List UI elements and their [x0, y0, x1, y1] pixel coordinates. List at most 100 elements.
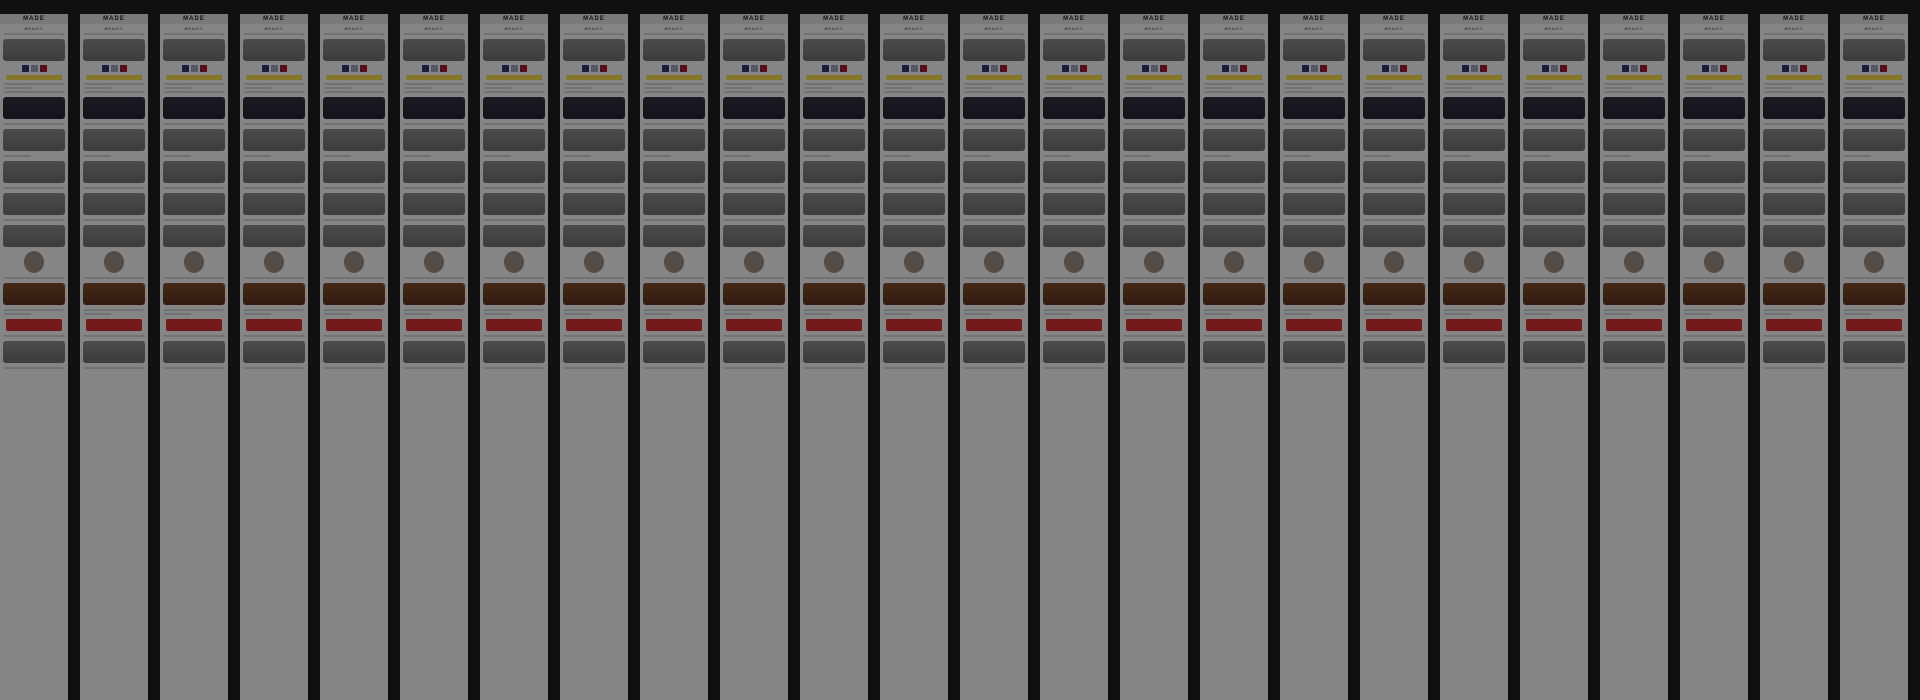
text-line — [4, 87, 32, 89]
product-image — [1763, 129, 1825, 151]
color-swatch — [190, 65, 198, 72]
text-line — [404, 87, 432, 89]
page-thumbnail-column: MADE BRADY — [1040, 14, 1108, 700]
product-image — [803, 193, 865, 215]
text-line — [884, 367, 944, 369]
text-line — [1284, 123, 1344, 125]
product-image — [1683, 129, 1745, 151]
product-image — [1443, 161, 1505, 183]
product-image — [723, 283, 785, 305]
text-line — [84, 313, 112, 315]
color-swatches — [720, 65, 788, 72]
text-line — [1844, 309, 1904, 311]
product-title: BRADY — [1304, 26, 1324, 31]
product-image — [1043, 161, 1105, 183]
text-line — [1524, 335, 1584, 337]
add-to-basket-button — [326, 75, 382, 80]
product-title: BRADY — [984, 26, 1004, 31]
product-image — [1123, 225, 1185, 247]
product-image — [1683, 97, 1745, 119]
product-image — [1683, 283, 1745, 305]
product-image — [83, 129, 145, 151]
text-line — [804, 277, 864, 279]
product-image — [403, 97, 465, 119]
designer-photo — [1224, 251, 1244, 273]
designer-photo — [104, 251, 124, 273]
product-image — [563, 97, 625, 119]
text-line — [164, 155, 192, 157]
text-line — [1524, 33, 1584, 35]
product-title: BRADY — [744, 26, 764, 31]
text-line — [244, 219, 304, 221]
product-image — [883, 341, 945, 363]
text-line — [1684, 91, 1744, 93]
text-line — [164, 313, 192, 315]
text-line — [884, 309, 944, 311]
text-line — [1764, 33, 1824, 35]
designer-photo — [1864, 251, 1884, 273]
product-title: BRADY — [1544, 26, 1564, 31]
product-thumbnail — [966, 319, 1022, 331]
text-line — [1364, 91, 1424, 93]
text-line — [1684, 367, 1744, 369]
text-line — [1124, 335, 1184, 337]
product-thumbnail — [1126, 319, 1182, 331]
text-line — [1444, 187, 1504, 189]
product-image — [963, 341, 1025, 363]
product-image — [1443, 225, 1505, 247]
text-line — [324, 33, 384, 35]
text-line — [1764, 187, 1824, 189]
product-image — [643, 39, 705, 61]
text-line — [564, 309, 624, 311]
product-title: BRADY — [104, 26, 124, 31]
text-line — [1044, 367, 1104, 369]
product-image — [1523, 39, 1585, 61]
text-line — [1524, 91, 1584, 93]
text-line — [1044, 91, 1104, 93]
text-line — [1844, 123, 1904, 125]
text-line — [484, 83, 544, 85]
text-line — [724, 123, 784, 125]
product-image — [723, 129, 785, 151]
text-line — [484, 33, 544, 35]
header-bar: MADE — [400, 14, 468, 24]
product-image — [1203, 129, 1265, 151]
text-line — [1284, 367, 1344, 369]
text-line — [4, 155, 32, 157]
product-title: BRADY — [824, 26, 844, 31]
product-image — [323, 161, 385, 183]
text-line — [1444, 277, 1504, 279]
product-image — [3, 129, 65, 151]
product-image — [163, 129, 225, 151]
color-swatch — [270, 65, 278, 72]
text-line — [564, 219, 624, 221]
product-image — [3, 283, 65, 305]
product-image — [723, 341, 785, 363]
brand-logo: MADE — [263, 16, 285, 22]
add-to-basket-button — [1606, 75, 1662, 80]
text-line — [724, 155, 752, 157]
product-thumbnail — [566, 319, 622, 331]
product-image — [1843, 161, 1905, 183]
color-swatches — [320, 65, 388, 72]
text-line — [484, 87, 512, 89]
product-title: BRADY — [1384, 26, 1404, 31]
product-thumbnail — [1046, 319, 1102, 331]
product-thumbnail — [406, 319, 462, 331]
text-line — [404, 309, 464, 311]
product-image — [83, 225, 145, 247]
product-image — [723, 161, 785, 183]
header-bar: MADE — [560, 14, 628, 24]
text-line — [1044, 277, 1104, 279]
product-image — [723, 193, 785, 215]
text-line — [4, 219, 64, 221]
product-thumbnail — [326, 319, 382, 331]
product-thumbnail — [646, 319, 702, 331]
text-line — [1044, 155, 1072, 157]
text-line — [1044, 219, 1104, 221]
product-image — [1043, 283, 1105, 305]
color-swatch — [1079, 65, 1087, 72]
product-image — [1283, 283, 1345, 305]
text-line — [1604, 83, 1664, 85]
product-image — [803, 97, 865, 119]
